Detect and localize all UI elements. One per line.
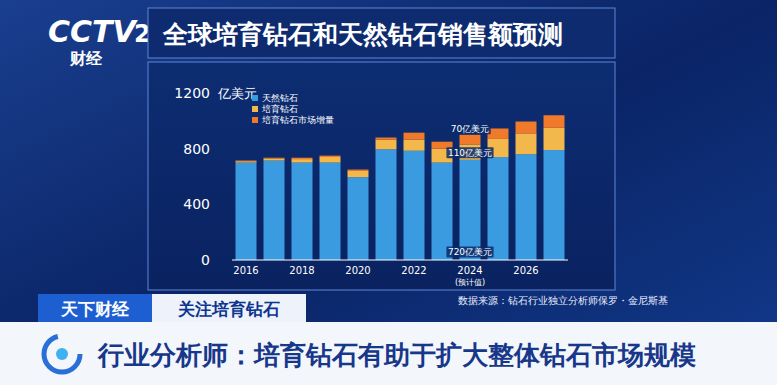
title: 全球培育钻石和天然钻石销售额预测 — [162, 20, 563, 49]
legend-swatch — [252, 117, 258, 123]
bar-segment — [292, 158, 313, 159]
x-tick-label: 2020 — [345, 265, 370, 276]
value-label: 70亿美元 — [451, 124, 489, 134]
background — [0, 0, 777, 385]
bar-segment — [320, 156, 341, 157]
bar-segment — [348, 171, 369, 177]
label-patch — [446, 247, 493, 258]
legend-label: 培育钻石市场增量 — [261, 115, 334, 125]
bar-segment — [264, 158, 285, 160]
x-tick-label: (预计值) — [455, 278, 485, 287]
legend-swatch — [252, 95, 258, 101]
headline-icon — [44, 336, 80, 372]
chart-panel — [148, 62, 615, 290]
value-label-group: 70亿美元 — [449, 123, 490, 134]
logo: CCTV — [48, 14, 138, 49]
value-labels: 720亿美元 110亿美元 70亿美元 — [446, 123, 493, 257]
bar-segment — [460, 160, 481, 260]
bar-segment — [348, 170, 369, 171]
topic-box — [152, 294, 306, 322]
bar-segment — [376, 140, 397, 150]
label-patch — [446, 147, 493, 158]
x-tick-label: 2026 — [513, 265, 538, 276]
legend-label: 天然钻石 — [262, 93, 298, 103]
bar-segment — [264, 160, 285, 260]
legend: 天然钻石培育钻石培育钻石市场增量 — [252, 93, 334, 125]
headline-band — [0, 322, 777, 385]
bar-segment — [264, 157, 285, 159]
x-tick-label: 2016 — [233, 265, 258, 276]
bar-segment — [544, 150, 565, 260]
legend-label: 培育钻石 — [261, 104, 298, 114]
program: 天下财经 — [60, 299, 130, 319]
y-tick-label: 800 — [183, 141, 210, 157]
bar-segment — [320, 163, 341, 260]
bar-segment — [488, 157, 509, 260]
label-patch — [449, 123, 490, 134]
bar-segment — [516, 122, 537, 134]
headline: 行业分析师：培育钻石有助于扩大整体钻石市场规模 — [97, 340, 696, 370]
x-tick-label: 2022 — [401, 265, 426, 276]
headline-icon-dot — [56, 348, 68, 360]
bar-segment — [516, 154, 537, 260]
topic: 关注培育钻石 — [177, 299, 280, 319]
value-label-group: 720亿美元 — [446, 247, 493, 258]
bar-segment — [376, 149, 397, 260]
bar-segment — [292, 159, 313, 162]
value-label: 110亿美元 — [448, 148, 492, 158]
source: 数据来源：钻石行业独立分析师保罗・金尼斯基 — [458, 295, 668, 306]
bar-segment — [236, 160, 257, 162]
program-box — [38, 294, 152, 322]
bar-segment — [516, 133, 537, 154]
channel-name: 财经 — [69, 49, 103, 68]
x-axis — [232, 260, 568, 261]
bar-segment — [460, 135, 481, 145]
value-label: 720亿美元 — [448, 247, 492, 257]
bar-segment — [292, 163, 313, 260]
title-panel — [148, 8, 615, 58]
bar-segment — [348, 177, 369, 260]
canvas: CCTV2财经全球培育钻石和天然钻石销售额预测04008001200亿美元201… — [0, 0, 777, 385]
y-tick-label: 0 — [201, 252, 210, 268]
bar-segment — [404, 133, 425, 140]
y-axis-title: 亿美元 — [217, 86, 257, 101]
bar-segment — [320, 157, 341, 163]
bar-segment — [544, 128, 565, 150]
bar-segment — [236, 161, 257, 162]
bar-segment — [432, 163, 453, 260]
y-tick-label: 1200 — [174, 85, 210, 101]
bar-segment — [544, 115, 565, 128]
x-tick-label: 2024 — [457, 265, 482, 276]
bar-segment — [404, 140, 425, 151]
bar-segment — [236, 163, 257, 260]
value-label-group: 110亿美元 — [446, 147, 493, 158]
legend-swatch — [252, 106, 258, 112]
y-tick-label: 400 — [183, 196, 210, 212]
bar-segment — [376, 138, 397, 140]
bar-segment — [404, 151, 425, 260]
x-tick-label: 2018 — [289, 265, 314, 276]
bars — [236, 115, 565, 260]
